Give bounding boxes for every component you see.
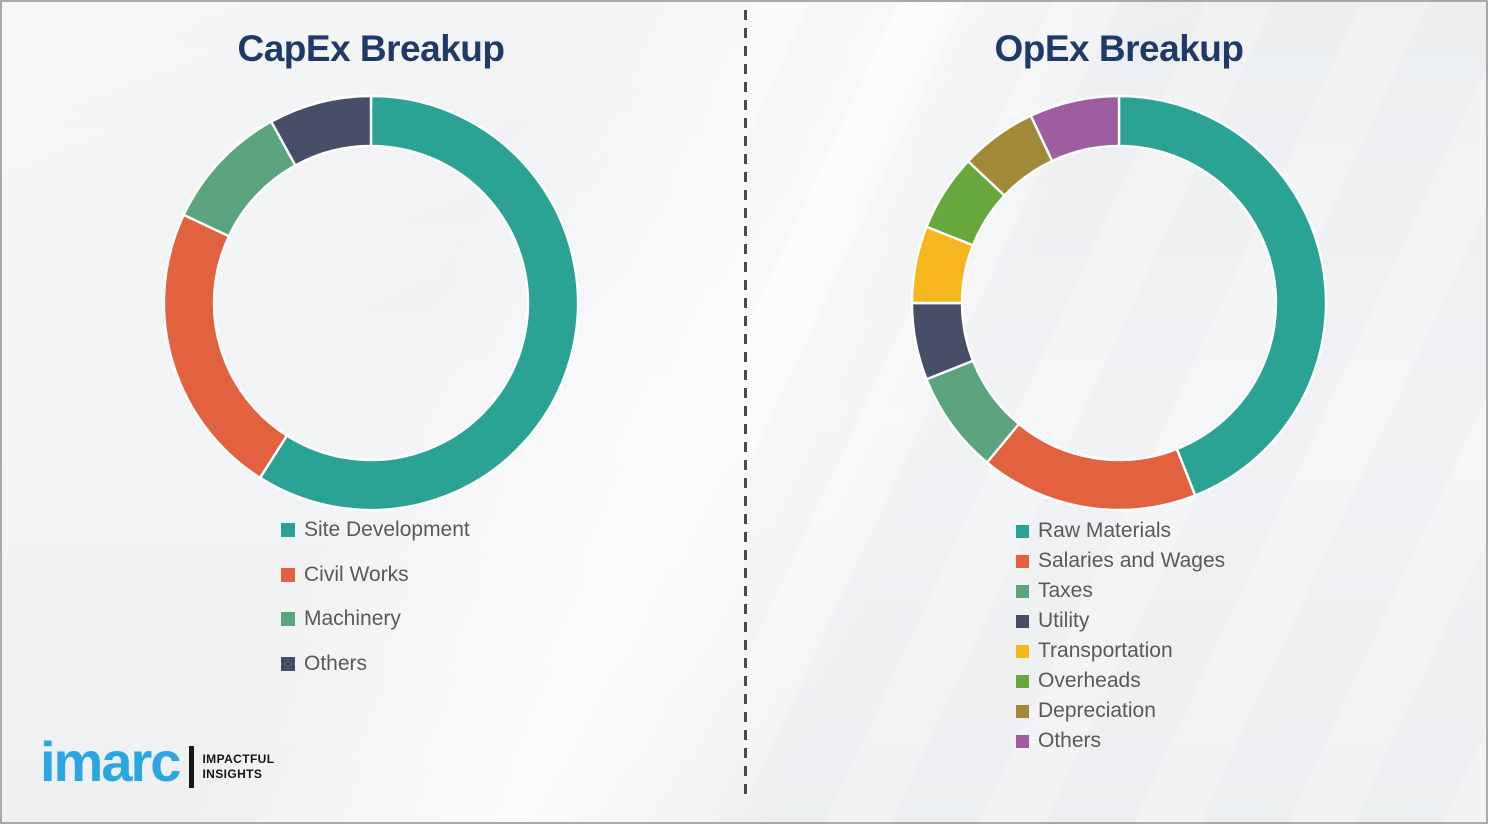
legend-swatch	[1016, 734, 1029, 748]
donut-segment-salaries-and-wages	[985, 422, 1197, 512]
opex-chart-title: OpEx Breakup	[994, 28, 1244, 69]
imarc-wordmark: imarc	[40, 730, 181, 793]
legend-swatch	[1016, 584, 1029, 598]
legend-label: Salaries and Wages	[1038, 549, 1226, 572]
legend-swatch	[1016, 704, 1029, 718]
legend-item-transportation: Transportation	[1016, 636, 1225, 666]
donut-segment-machinery	[182, 120, 297, 238]
donut-segment-raw-materials	[1117, 94, 1328, 497]
legend-item-salaries-and-wages: Salaries and Wages	[1016, 546, 1225, 576]
legend-swatch	[1016, 644, 1029, 658]
opex-legend: Raw Materials Salaries and Wages Taxes Util…	[1016, 516, 1225, 756]
logo-divider-bar	[189, 746, 195, 788]
legend-item-others: Others	[281, 642, 470, 687]
legend-label: Taxes	[1038, 579, 1093, 602]
opex-donut-chart	[910, 94, 1328, 512]
legend-swatch	[281, 656, 295, 671]
legend-label: Machinery	[304, 607, 401, 631]
legend-swatch	[1016, 614, 1029, 628]
legend-label: Overheads	[1038, 669, 1141, 692]
donut-segment-site-development	[258, 94, 580, 512]
legend-label: Depreciation	[1038, 699, 1156, 722]
legend-swatch	[281, 567, 295, 582]
legend-item-others: Others	[1016, 726, 1225, 756]
legend-item-taxes: Taxes	[1016, 576, 1225, 606]
donut-segment-others	[270, 94, 373, 167]
legend-item-machinery: Machinery	[281, 597, 470, 642]
capex-legend: Site Development Civil Works Machinery Othe…	[281, 508, 470, 686]
legend-label: Others	[304, 651, 368, 675]
legend-label: Raw Materials	[1038, 519, 1172, 542]
donut-segment-others	[1029, 94, 1121, 163]
imarc-logo: imarc IMPACTFUL INSIGHTS	[40, 734, 274, 790]
legend-label: Civil Works	[304, 562, 409, 586]
legend-item-civil-works: Civil Works	[281, 553, 470, 598]
legend-item-utility: Utility	[1016, 606, 1225, 636]
legend-label: Transportation	[1038, 639, 1173, 662]
legend-swatch	[1016, 524, 1029, 538]
legend-label: Utility	[1038, 609, 1090, 632]
vertical-dashed-divider	[744, 10, 747, 795]
legend-swatch	[1016, 674, 1029, 688]
imarc-tagline: IMPACTFUL INSIGHTS	[202, 752, 274, 782]
legend-swatch	[281, 612, 295, 627]
tagline-line1: IMPACTFUL	[202, 752, 275, 766]
legend-item-raw-materials: Raw Materials	[1016, 516, 1225, 546]
tagline-line2: INSIGHTS	[202, 767, 263, 781]
legend-swatch	[1016, 554, 1029, 568]
legend-item-site-development: Site Development	[281, 508, 470, 553]
legend-label: Site Development	[304, 518, 470, 542]
donut-segment-civil-works	[162, 213, 289, 479]
legend-label: Others	[1038, 729, 1102, 752]
capex-donut-chart	[162, 94, 580, 512]
legend-item-depreciation: Depreciation	[1016, 696, 1225, 726]
capex-chart-title: CapEx Breakup	[237, 28, 506, 69]
legend-item-overheads: Overheads	[1016, 666, 1225, 696]
legend-swatch	[281, 523, 295, 538]
